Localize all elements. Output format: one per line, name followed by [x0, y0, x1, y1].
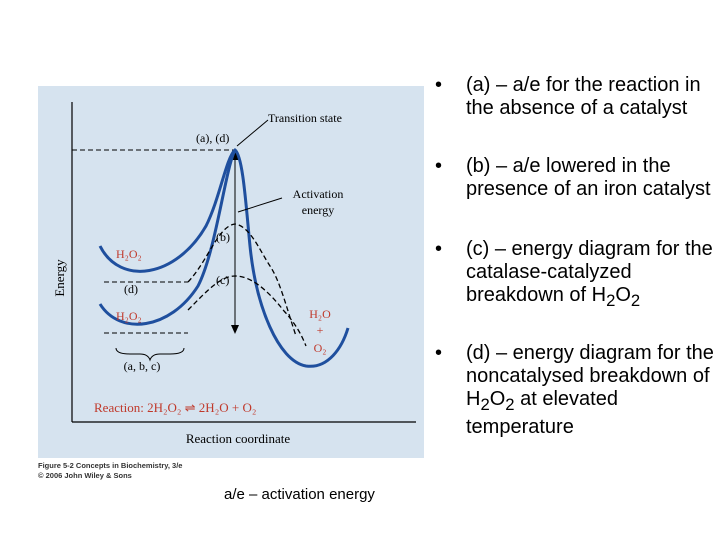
- product-o2: O₂: [314, 341, 327, 355]
- y-axis-label: Energy: [52, 259, 67, 297]
- activation-energy-arrowhead-down: [231, 325, 239, 334]
- x-axis-label: Reaction coordinate: [186, 431, 291, 446]
- activation-energy-label-2: energy: [302, 203, 334, 217]
- activation-energy-footnote: a/e – activation energy: [224, 486, 375, 503]
- bullet-item-d: • (d) – energy diagram for the noncataly…: [432, 342, 717, 439]
- figure-panel-background: [38, 86, 424, 458]
- energy-diagram-figure: Energy Reaction coordinate Transition st…: [38, 86, 424, 458]
- curve-d-label: (d): [124, 282, 138, 296]
- peak-b-label: (b): [216, 230, 230, 244]
- curve-a-upper: [98, 148, 350, 368]
- bullet-dot: •: [435, 238, 443, 260]
- bullet-list: • (a) – a/e for the reaction in the abse…: [432, 74, 717, 439]
- bullet-item-c: • (c) – energy diagram for the catalase-…: [432, 238, 717, 312]
- peak-c-label: (c): [216, 273, 229, 287]
- subscript: 2: [505, 395, 515, 414]
- bullet-text: (b) – a/e lowered in the presence of an …: [466, 155, 711, 200]
- bullet-text-mid: O: [489, 388, 506, 410]
- figure-caption-line1: Figure 5-2 Concepts in Biochemistry, 3/e: [38, 461, 183, 470]
- bullet-text-prefix: (c) – energy diagram for the catalase-ca…: [466, 238, 713, 306]
- bullet-dot: •: [435, 155, 443, 177]
- reactant-label-upper: H₂O₂: [116, 247, 142, 261]
- figure-caption-line2: © 2006 John Wiley & Sons: [38, 471, 132, 480]
- reaction-equation: Reaction: 2H₂O₂ ⇌ 2H₂O + O₂: [94, 400, 256, 415]
- bullet-text-suffix: at elevated temperature: [466, 388, 618, 438]
- product-h2o: H₂O: [309, 307, 331, 321]
- bullet-item-b: • (b) – a/e lowered in the presence of a…: [432, 155, 717, 201]
- bullet-item-a: • (a) – a/e for the reaction in the abse…: [432, 74, 717, 120]
- bullet-dot: •: [435, 74, 443, 96]
- transition-state-pointer: [236, 119, 269, 147]
- subscript: 2: [480, 395, 490, 414]
- subscript: 2: [606, 291, 616, 310]
- product-plus: +: [317, 323, 324, 337]
- activation-energy-label-1: Activation: [293, 187, 344, 201]
- curve-c-dashed: [187, 275, 307, 347]
- ts-marker-label: (a), (d): [196, 131, 229, 145]
- baseline-label: (a, b, c): [124, 359, 161, 373]
- baseline-brace: [115, 347, 185, 362]
- curve-b-dashed: [187, 223, 297, 337]
- bullet-text-mid: O: [615, 284, 631, 306]
- bullet-text-prefix: (d) – energy diagram for the noncatalyse…: [466, 342, 714, 410]
- transition-state-label: Transition state: [268, 111, 342, 125]
- bullet-text: (a) – a/e for the reaction in the absenc…: [466, 74, 701, 119]
- activation-energy-pointer: [237, 197, 283, 213]
- reactant-label-lower: H₂O₂: [116, 309, 142, 323]
- bullet-dot: •: [435, 342, 443, 364]
- subscript: 2: [630, 291, 641, 310]
- curve-d-lower: [98, 149, 237, 326]
